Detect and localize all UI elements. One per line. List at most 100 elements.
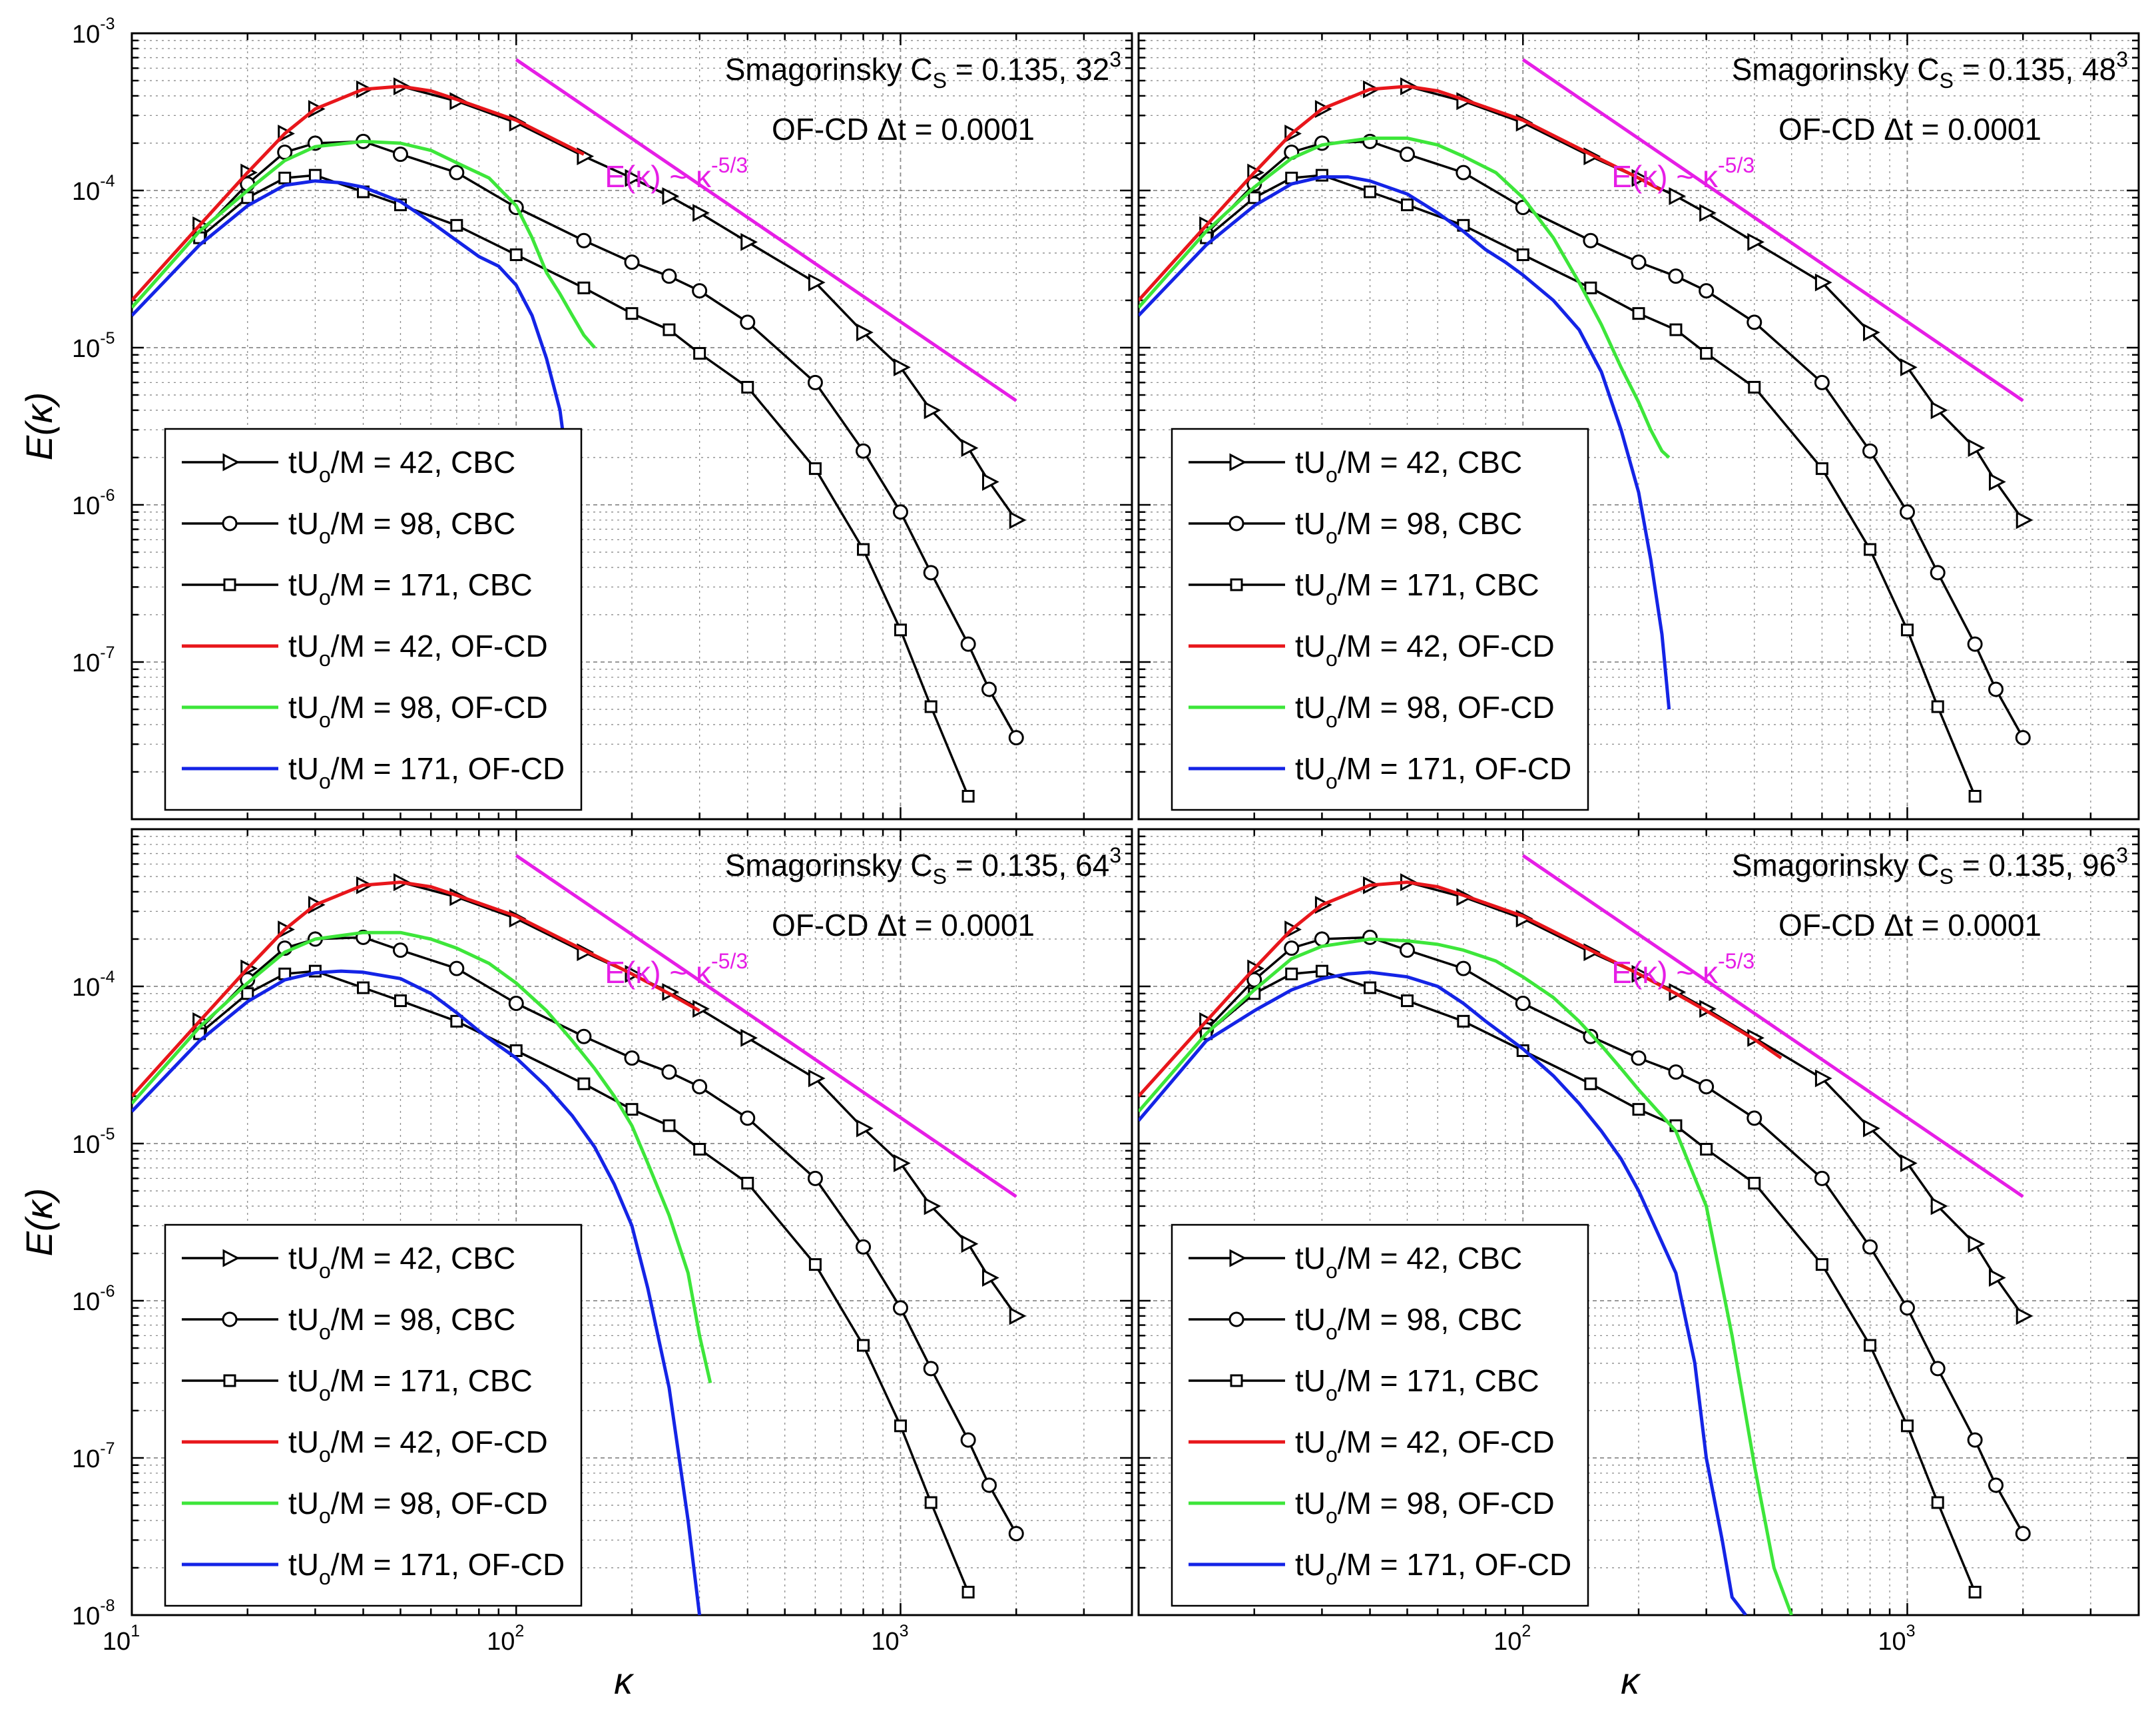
point-marker-cbc98 <box>1631 254 1647 270</box>
point-marker-cbc171 <box>1864 1339 1877 1352</box>
series-line-of98 <box>132 139 596 349</box>
y-tick-label: 10-7 <box>72 643 115 677</box>
y-tick-label: 10-6 <box>72 1282 115 1316</box>
point-marker-cbc171 <box>577 281 591 294</box>
point-marker-cbc98 <box>1668 1064 1684 1080</box>
legend-label: tUo/M = 171, CBC <box>1295 567 1539 609</box>
legend-item: tUo/M = 171, OF-CD <box>1189 1547 1571 1589</box>
point-marker-cbc171 <box>1864 543 1877 556</box>
point-marker-cbc171 <box>894 623 907 637</box>
y-tick-label: 10-8 <box>72 1596 115 1630</box>
point-marker-cbc171 <box>509 248 523 262</box>
ticks <box>1137 828 2140 1616</box>
chart-panel-2: Smagorinsky CS = 0.135, 483 OF-CD Δt = 0.… <box>1137 32 2140 821</box>
legend-label: tUo/M = 42, CBC <box>288 1241 515 1283</box>
series-line-of171 <box>1139 175 1671 710</box>
point-marker-cbc171 <box>808 462 822 476</box>
legend-marker-square-icon <box>223 578 236 591</box>
legend-label: tUo/M = 42, CBC <box>1295 445 1522 487</box>
point-marker-cbc42 <box>808 273 826 292</box>
point-marker-cbc98 <box>856 443 872 459</box>
legend-marker-circle-icon <box>1228 1311 1244 1327</box>
legend: tUo/M = 42, CBC tUo/M = 98, CBC tUo/M = 17… <box>1171 1223 1589 1607</box>
legend-item: tUo/M = 42, CBC <box>182 445 515 487</box>
point-marker-cbc98 <box>1862 1239 1878 1255</box>
point-marker-cbc171 <box>450 1014 463 1028</box>
point-marker-cbc42 <box>1988 473 2006 491</box>
point-marker-cbc98 <box>923 565 939 581</box>
point-marker-cbc42 <box>924 401 942 420</box>
legend-label: tUo/M = 171, OF-CD <box>288 1547 565 1589</box>
point-marker-cbc98 <box>392 942 408 958</box>
point-marker-cbc171 <box>625 1103 639 1116</box>
point-marker-cbc98 <box>1988 681 2004 697</box>
plot-area <box>1139 854 2033 1615</box>
legend-box <box>1171 1223 1589 1607</box>
y-tick-label: 10-3 <box>72 15 115 49</box>
series-line-of98 <box>132 930 712 1383</box>
legend-item: tUo/M = 42, CBC <box>182 1241 515 1283</box>
point-marker-cbc98 <box>576 1028 592 1044</box>
point-marker-cbc98 <box>1456 960 1472 976</box>
point-marker-cbc98 <box>960 636 976 652</box>
point-marker-cbc42 <box>662 187 680 206</box>
ticks <box>131 32 1133 821</box>
point-marker-cbc171 <box>924 700 938 713</box>
series-line-of98 <box>1139 137 1671 459</box>
point-marker-cbc98 <box>1246 972 1262 988</box>
panel-title-line2: OF-CD Δt = 0.0001 <box>772 908 1035 942</box>
legend-box <box>164 428 583 811</box>
point-marker-cbc42 <box>1968 439 1986 458</box>
point-marker-cbc98 <box>449 165 465 180</box>
point-marker-cbc98 <box>240 972 256 988</box>
series-line-of98 <box>1139 937 1794 1615</box>
point-marker-cbc171 <box>1700 347 1713 360</box>
point-marker-cbc42 <box>1669 187 1687 206</box>
point-marker-cbc171 <box>894 1419 907 1433</box>
point-marker-cbc171 <box>1931 700 1944 713</box>
point-marker-cbc171 <box>1364 981 1377 994</box>
point-marker-cbc42 <box>893 358 911 376</box>
point-marker-cbc98 <box>2015 1526 2031 1542</box>
point-marker-cbc171 <box>1815 462 1828 476</box>
point-marker-cbc171 <box>1968 1586 1982 1599</box>
point-marker-cbc98 <box>1747 1110 1762 1126</box>
legend-item: tUo/M = 98, OF-CD <box>182 1486 548 1528</box>
point-marker-cbc171 <box>625 307 639 320</box>
point-marker-cbc171 <box>357 981 370 994</box>
point-marker-cbc98 <box>1008 1526 1024 1542</box>
point-marker-cbc42 <box>981 1269 999 1287</box>
point-marker-cbc171 <box>1748 380 1761 394</box>
point-marker-cbc171 <box>1457 1014 1470 1028</box>
legend-marker-square-icon <box>223 1374 236 1387</box>
series-line-slope <box>1521 854 2024 1198</box>
slope-label: E(κ) ~ κ-5/3 <box>605 153 748 194</box>
point-marker-cbc42 <box>924 1197 942 1215</box>
plot-area <box>132 58 1027 803</box>
point-marker-cbc171 <box>741 1176 754 1190</box>
panel-title-line2: OF-CD Δt = 0.0001 <box>1778 908 2041 942</box>
point-marker-cbc42 <box>856 1119 874 1138</box>
legend-item: tUo/M = 42, OF-CD <box>1189 1425 1555 1467</box>
point-marker-cbc171 <box>961 790 975 803</box>
point-marker-cbc98 <box>1668 268 1684 284</box>
legend-label: tUo/M = 98, OF-CD <box>288 1486 548 1528</box>
point-marker-cbc171 <box>308 169 322 182</box>
legend-label: tUo/M = 98, CBC <box>1295 1302 1522 1344</box>
panel-title-line2: OF-CD Δt = 0.0001 <box>772 112 1035 147</box>
chart-panel-4: 102 103 Smagorinsky CS = 0.135, 963 OF-CD Δ… <box>1137 828 2140 1656</box>
legend-marker-triangle-icon <box>222 453 240 472</box>
point-marker-cbc98 <box>1583 232 1599 248</box>
legend-label: tUo/M = 98, OF-CD <box>1295 1486 1555 1528</box>
point-marker-cbc98 <box>1930 565 1946 581</box>
point-marker-cbc42 <box>1930 1197 1948 1215</box>
point-marker-cbc98 <box>1814 1170 1830 1186</box>
legend-label: tUo/M = 171, CBC <box>288 567 533 609</box>
point-marker-cbc42 <box>1814 273 1832 292</box>
slope-label: E(κ) ~ κ-5/3 <box>1611 153 1754 194</box>
point-marker-cbc171 <box>693 1143 706 1156</box>
point-marker-cbc98 <box>1515 995 1531 1011</box>
legend-label: tUo/M = 42, OF-CD <box>288 629 548 671</box>
point-marker-cbc171 <box>741 380 754 394</box>
plot-area <box>1139 58 2033 803</box>
